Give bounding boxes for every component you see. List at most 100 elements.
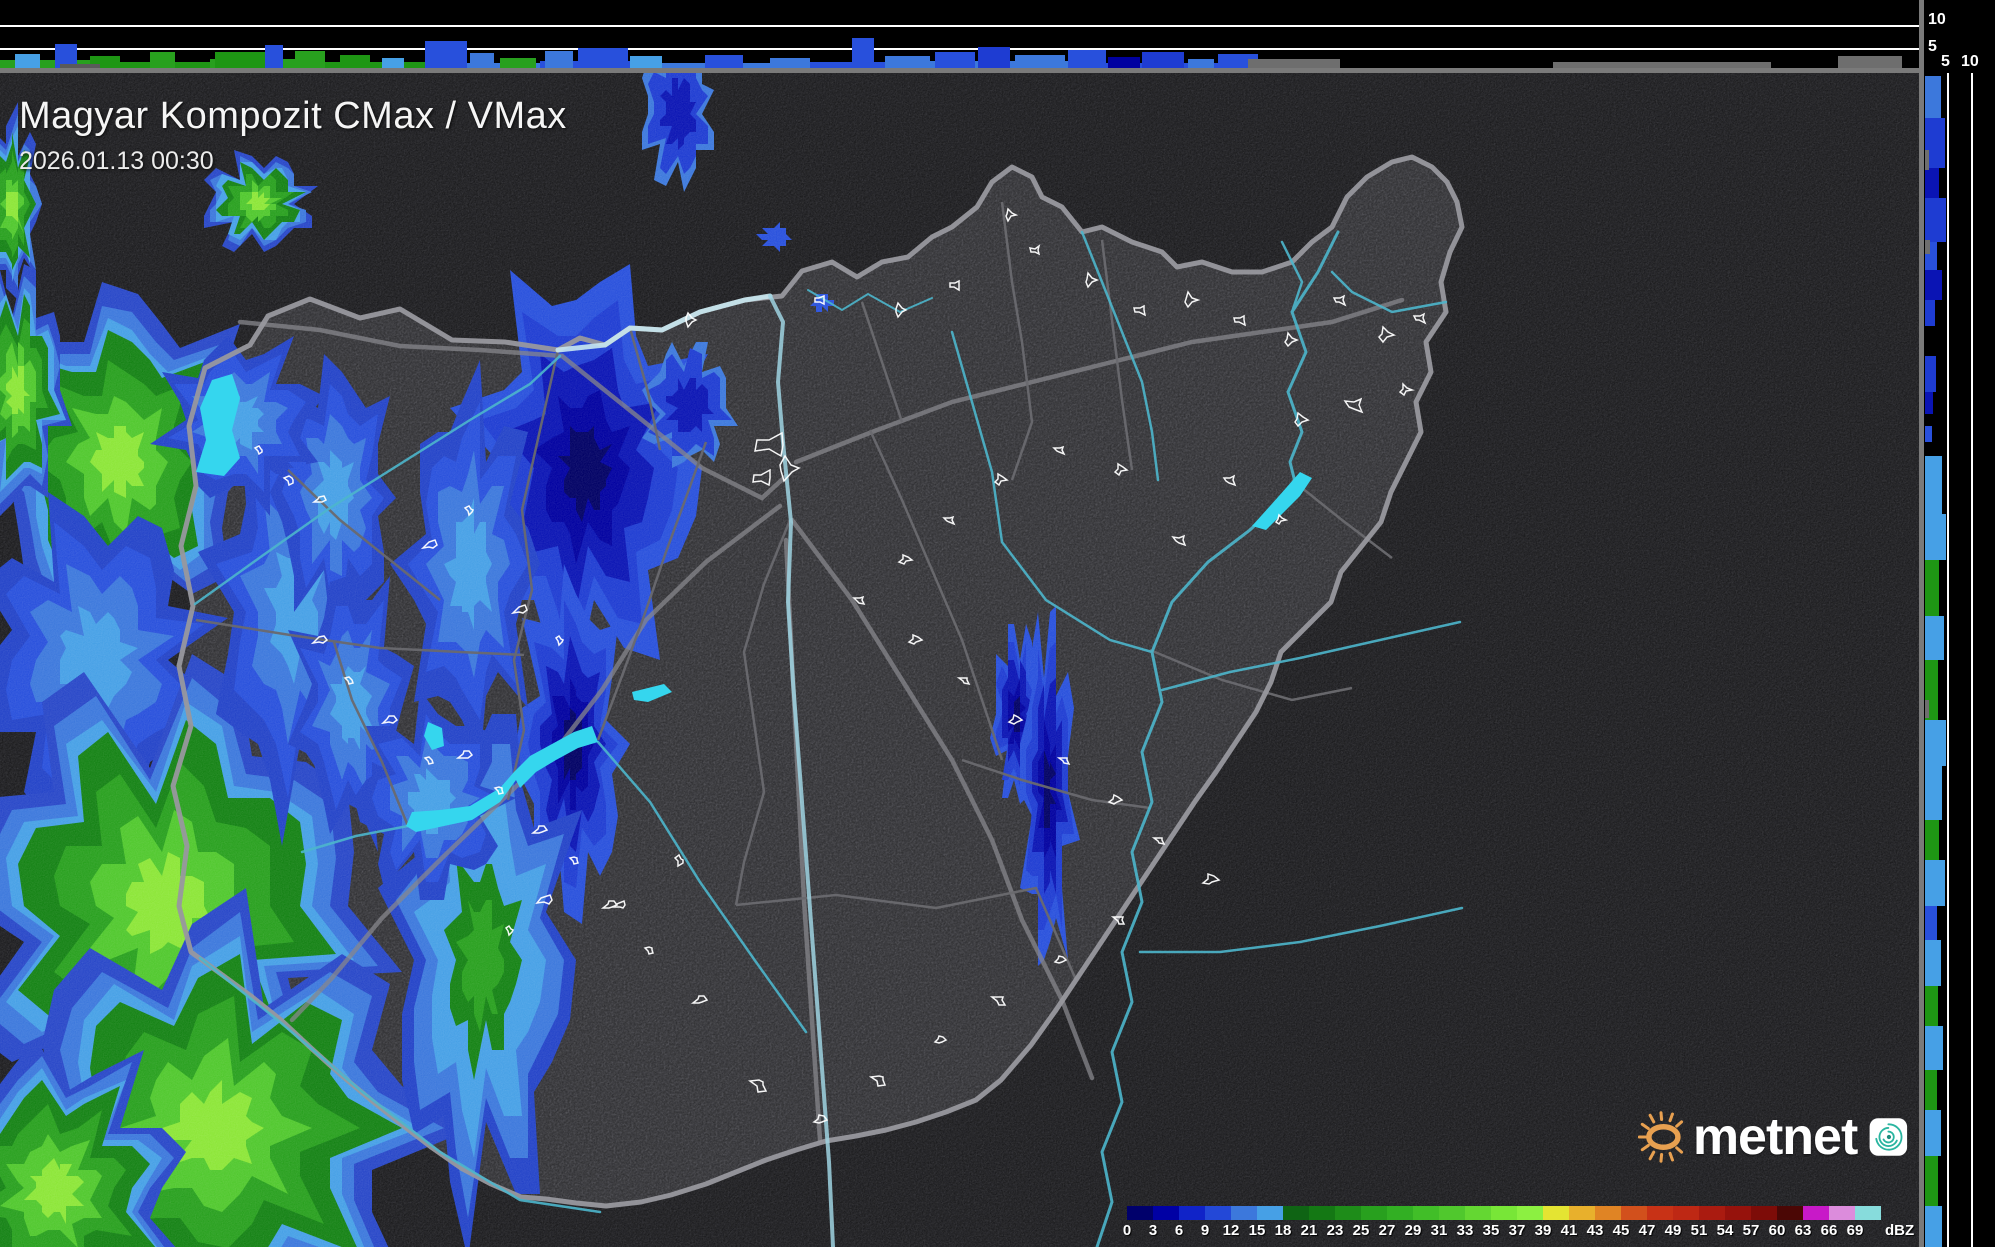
echo-segment <box>425 41 467 68</box>
city-outline <box>1052 445 1066 456</box>
echo-segment <box>1108 57 1140 68</box>
river-sio <box>596 740 808 1034</box>
echo-segment <box>1925 356 1936 392</box>
city-outline <box>1412 312 1427 325</box>
legend-tick: 54 <box>1716 1222 1734 1239</box>
legend-tick: 66 <box>1820 1222 1838 1239</box>
echo-segment <box>1925 240 1930 254</box>
city-outline <box>380 715 399 725</box>
city-outline <box>343 676 354 685</box>
river-sajo <box>1080 230 1160 482</box>
echo-segment <box>1925 820 1939 860</box>
legend-tick: 6 <box>1174 1222 1184 1239</box>
echo-segment <box>1925 198 1946 242</box>
echo-segment <box>1925 392 1933 414</box>
river-zagyva <box>950 330 1154 654</box>
city-outline <box>1133 304 1147 317</box>
city-outline <box>1085 271 1100 289</box>
echo-segment <box>1925 270 1942 300</box>
lake-small <box>424 722 444 750</box>
echo-segment <box>1925 168 1939 198</box>
top-strip-5km-line <box>0 48 1919 50</box>
echo-segment <box>1925 560 1939 616</box>
legend-tick: 25 <box>1352 1222 1370 1239</box>
legend-tick: 47 <box>1638 1222 1656 1239</box>
legend-ticks: 0 3 6 9 12 15 18 21 23 25 27 29 31 33 35 37 39 41 43 45 47 49… <box>1123 1222 1917 1240</box>
echo-segment <box>265 45 283 68</box>
legend-cell <box>1387 1206 1413 1220</box>
legend-tick: 18 <box>1274 1222 1292 1239</box>
metnet-app-icon <box>1869 1118 1908 1156</box>
legend: 0 3 6 9 12 15 18 21 23 25 27 29 31 33 35 37 39 41 43 45 47 49… <box>1123 1204 1957 1244</box>
road-m1 <box>559 353 789 501</box>
sun-icon <box>1638 1111 1684 1163</box>
legend-cell <box>1595 1206 1621 1220</box>
legend-cell <box>1491 1206 1517 1220</box>
echo-segment <box>340 55 370 68</box>
top-axis-10km-label: 10 <box>1928 11 1946 28</box>
right-strip-5km-line <box>1947 73 1949 1247</box>
echo-segment <box>1553 62 1771 68</box>
legend-tick: 51 <box>1690 1222 1708 1239</box>
legend-tick: 41 <box>1560 1222 1578 1239</box>
top-strip-10km-line <box>0 25 1919 27</box>
legend-cell <box>1777 1206 1803 1220</box>
legend-unit: dBZ <box>1885 1222 1915 1239</box>
rivers <box>193 230 1464 1247</box>
river-bodrog <box>1280 240 1304 314</box>
legend-tick: 23 <box>1326 1222 1344 1239</box>
city-outline <box>463 505 475 517</box>
legend-tick: 0 <box>1122 1222 1132 1239</box>
echo-segment <box>1925 1110 1941 1156</box>
city-outline <box>600 900 619 909</box>
echo-segment <box>1925 1156 1938 1206</box>
echo-segment <box>630 56 662 68</box>
legend-cell <box>1413 1206 1439 1220</box>
road-m3 <box>793 297 1405 465</box>
city-outline <box>812 1114 829 1124</box>
road-west <box>237 319 565 359</box>
legend-tick: 12 <box>1222 1222 1240 1239</box>
legend-cell <box>1465 1206 1491 1220</box>
city-outline <box>989 996 1007 1006</box>
echo-segment <box>1925 700 1929 718</box>
city-outline <box>310 635 329 645</box>
city-outline <box>1171 534 1187 547</box>
echo-segment <box>1925 76 1941 118</box>
city-outline <box>868 1075 887 1087</box>
echo-segment <box>470 53 494 68</box>
city-outline <box>643 946 654 955</box>
legend-tick: 39 <box>1534 1222 1552 1239</box>
river-szamos <box>1330 270 1448 314</box>
legend-tick: 43 <box>1586 1222 1604 1239</box>
city-outline <box>690 995 709 1004</box>
roads <box>237 297 1405 1143</box>
echo-segment <box>60 64 100 68</box>
lake-balaton <box>406 726 598 832</box>
river-zala <box>300 824 410 854</box>
legend-cell <box>1283 1206 1309 1220</box>
city-outline <box>568 856 579 865</box>
echo-segment <box>1925 616 1944 660</box>
city-outline <box>455 750 474 759</box>
echo-segment <box>1925 514 1946 560</box>
echo-segment <box>215 52 265 68</box>
top-strip-ground-line <box>0 68 1919 73</box>
legend-cell <box>1257 1206 1283 1220</box>
road-m5 <box>789 517 1095 1081</box>
echo-segment <box>920 61 1100 68</box>
city-outline <box>1053 955 1068 964</box>
echo-segment <box>1925 118 1945 168</box>
echo-segment <box>545 51 573 68</box>
river-danube <box>555 293 835 1247</box>
legend-tick: 60 <box>1768 1222 1786 1239</box>
echo-segment <box>1142 52 1184 68</box>
legend-cell <box>1699 1206 1725 1220</box>
city-outline <box>1113 462 1129 477</box>
river-tisza <box>1095 230 1340 1247</box>
city-outline <box>535 894 553 905</box>
echo-segment <box>770 58 810 68</box>
echo-segment <box>1838 56 1902 68</box>
echo-segment <box>1248 59 1340 68</box>
